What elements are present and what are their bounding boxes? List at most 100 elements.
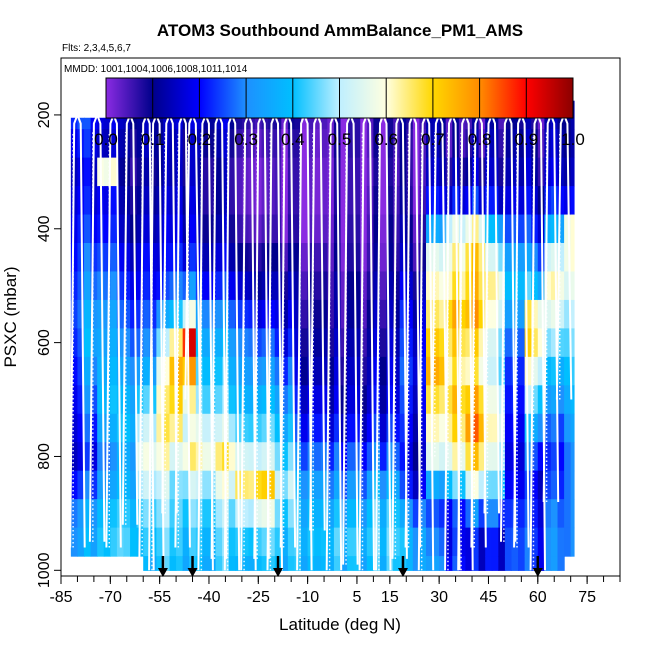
heat-cell	[294, 129, 302, 159]
heat-cell	[248, 328, 256, 358]
heat-cell	[228, 214, 236, 244]
heat-cell	[255, 271, 263, 301]
heat-cell	[419, 299, 427, 329]
heat-cell	[301, 243, 309, 273]
heat-cell	[189, 527, 197, 557]
heat-cell	[110, 413, 118, 443]
heat-cell	[116, 214, 125, 244]
heat-cell	[235, 129, 243, 159]
colorbar-tick-label: 0.9	[514, 130, 538, 149]
heat-cell	[472, 328, 480, 358]
heat-cell	[189, 157, 197, 187]
heat-cell	[419, 413, 427, 443]
heat-cell	[241, 299, 250, 329]
heat-cell	[333, 442, 342, 472]
y-tick-label: 600	[36, 329, 53, 356]
heat-cell	[570, 442, 575, 472]
heat-cell	[116, 243, 125, 273]
heat-cell	[195, 243, 203, 273]
heat-cell	[511, 214, 519, 244]
heat-cell	[215, 442, 223, 472]
heat-cell	[327, 299, 335, 329]
heat-cell	[432, 328, 440, 358]
x-tick-label: -40	[197, 589, 220, 606]
heat-cell	[531, 214, 539, 244]
heat-cell	[327, 385, 335, 415]
heat-cell	[176, 271, 184, 301]
heat-cell	[399, 385, 407, 415]
heat-cell	[255, 556, 263, 571]
heat-cell	[544, 356, 552, 386]
heat-cell	[504, 129, 513, 159]
heat-cell	[445, 556, 453, 571]
heat-cell	[156, 271, 164, 301]
heat-cell	[110, 214, 118, 244]
heat-cell	[406, 243, 414, 273]
heat-cell	[156, 328, 164, 358]
heat-cell	[116, 129, 125, 159]
heat-cell	[162, 243, 171, 273]
heat-cell	[156, 413, 164, 443]
heat-cell	[90, 385, 98, 415]
heat-cell	[537, 328, 545, 358]
heat-cell	[110, 328, 118, 358]
heat-cell	[162, 271, 171, 301]
heat-cell	[327, 356, 335, 386]
heat-cell	[90, 186, 98, 216]
heat-cell	[564, 385, 572, 415]
heat-cell	[143, 556, 151, 571]
heat-cell	[458, 328, 467, 358]
heat-cell	[169, 243, 177, 273]
heat-cell	[287, 356, 296, 386]
heat-cell	[241, 499, 250, 529]
heat-cell	[281, 470, 289, 500]
heat-cell	[70, 499, 79, 529]
heat-cell	[162, 442, 171, 472]
heat-cell	[524, 214, 532, 244]
heat-cell	[531, 243, 539, 273]
heat-cell	[228, 499, 236, 529]
heat-cell	[379, 499, 388, 529]
heat-cell	[491, 299, 499, 329]
heat-cell	[570, 214, 575, 244]
heat-cell	[274, 385, 282, 415]
heat-cell	[379, 186, 388, 216]
heat-cell	[189, 413, 197, 443]
heat-cell	[472, 271, 480, 301]
heat-cell	[301, 186, 309, 216]
heat-cell	[465, 470, 473, 500]
heat-cell	[557, 556, 565, 571]
heat-cell	[458, 442, 467, 472]
heat-cell	[393, 271, 401, 301]
heat-cell	[406, 442, 414, 472]
heat-cell	[176, 442, 184, 472]
heat-cell	[386, 356, 394, 386]
heat-cell	[123, 356, 131, 386]
heat-cell	[110, 271, 118, 301]
heat-cell	[77, 527, 85, 557]
heat-cell	[281, 499, 289, 529]
heat-cell	[333, 356, 342, 386]
heat-cell	[379, 413, 388, 443]
heat-cell	[531, 442, 539, 472]
heat-cell	[294, 299, 302, 329]
heat-cell	[425, 499, 434, 529]
heat-cell	[301, 271, 309, 301]
heat-cell	[498, 271, 506, 301]
heat-cell	[228, 470, 236, 500]
heat-cell	[301, 499, 309, 529]
heat-cell	[399, 442, 407, 472]
heat-cell	[472, 556, 480, 571]
heat-cell	[97, 271, 105, 301]
heat-cell	[518, 413, 526, 443]
heat-cell	[518, 129, 526, 159]
heat-cell	[386, 271, 394, 301]
heat-cell	[215, 556, 223, 571]
heat-cell	[195, 214, 203, 244]
heat-cell	[143, 157, 151, 187]
heat-cell	[268, 271, 276, 301]
heat-cell	[393, 470, 401, 500]
heat-cell	[202, 328, 210, 358]
heat-cell	[491, 271, 499, 301]
